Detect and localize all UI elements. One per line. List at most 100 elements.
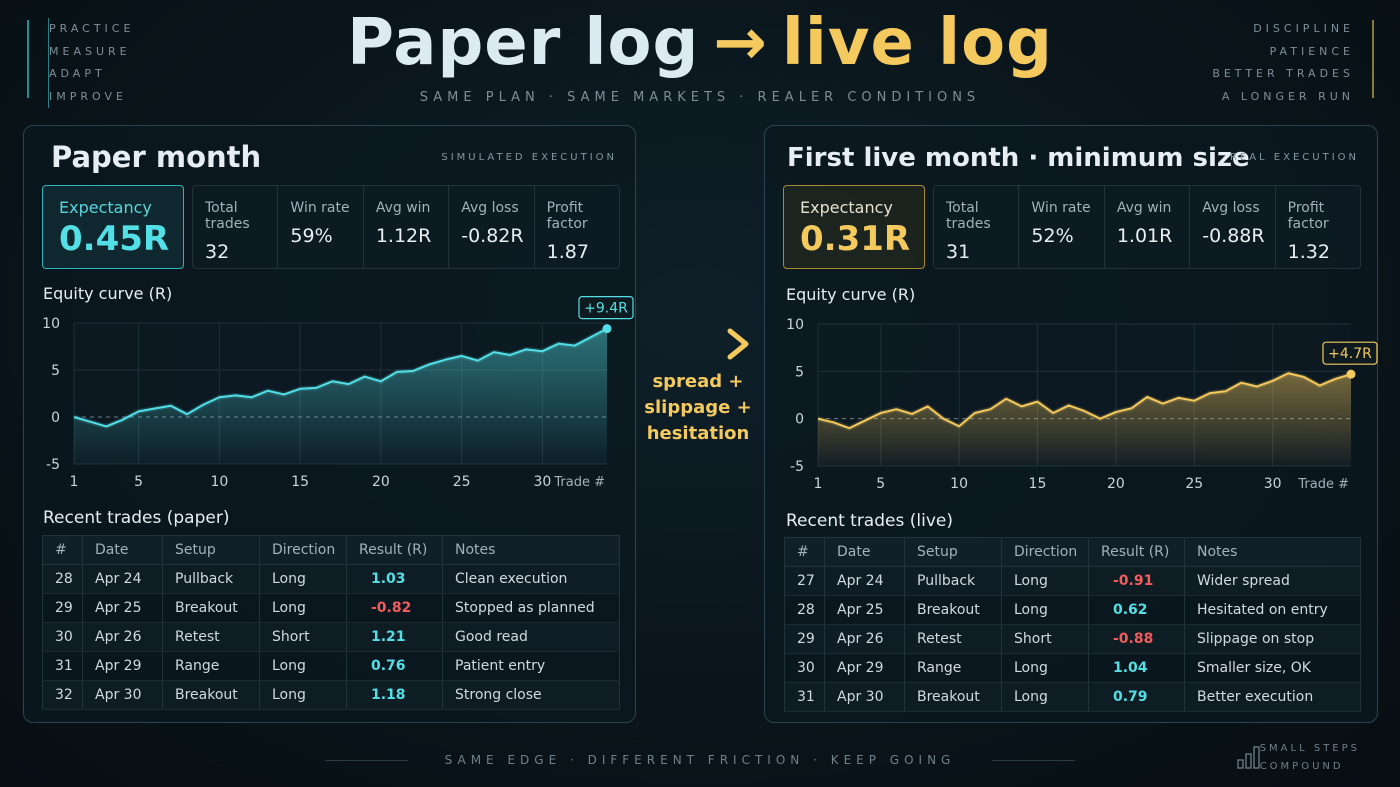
table-row: 32 Apr 30 Breakout Long 1.18 Strong clos… — [42, 680, 620, 710]
x-tick-label: 1 — [814, 476, 823, 492]
x-axis-label: Trade # — [1297, 477, 1349, 492]
table-row: 28 Apr 24 Pullback Long 1.03 Clean execu… — [42, 564, 620, 594]
equity-area — [818, 373, 1351, 466]
y-tick-label: 0 — [51, 410, 60, 426]
stat-profit-factor: Profit factor 1.87 — [535, 186, 619, 268]
cell-result: -0.82 — [346, 593, 443, 623]
stat-win-rate: Win rate 59% — [278, 186, 364, 268]
title-arrow-icon: → — [713, 6, 768, 80]
live-expectancy-card: Expectancy 0.31R — [783, 185, 925, 269]
friction-line: slippage + — [644, 397, 752, 418]
table-row: 30 Apr 26 Retest Short 1.21 Good read — [42, 622, 620, 652]
friction-line: hesitation — [646, 423, 750, 444]
column-header: Setup — [162, 535, 260, 565]
paper-stat-row: Total trades 32 Win rate 59% Avg win 1.12R … — [192, 185, 620, 269]
live-stats: Expectancy 0.31R Total trades 31 Win rate… — [783, 185, 1361, 269]
table-row: 27 Apr 24 Pullback Long -0.91 Wider spre… — [784, 566, 1361, 596]
cell-result: 1.18 — [346, 680, 443, 710]
cell-direction: Long — [259, 680, 347, 710]
column-header: # — [784, 537, 825, 567]
friction-arrow-icon — [650, 328, 749, 360]
column-header: Setup — [904, 537, 1002, 567]
cell-result: 1.03 — [346, 564, 443, 594]
paper-panel-tag: SIMULATED EXECUTION — [441, 152, 617, 163]
title-left: Paper log — [347, 6, 700, 80]
cell-result: -0.88 — [1088, 624, 1185, 654]
equity-end-point — [602, 324, 612, 334]
cell-number: 30 — [784, 653, 825, 683]
table-row: 28 Apr 25 Breakout Long 0.62 Hesitated o… — [784, 595, 1361, 625]
cell-result: 0.79 — [1088, 682, 1185, 712]
cell-direction: Long — [1001, 595, 1089, 625]
left-word: PRACTICE — [49, 22, 135, 35]
live-stat-row: Total trades 31 Win rate 52% Avg win 1.01R … — [933, 185, 1361, 269]
table-header-row: # Date Setup Direction Result (R) Notes — [42, 535, 620, 565]
y-tick-label: 10 — [786, 317, 804, 333]
cell-direction: Long — [1001, 566, 1089, 596]
column-header: # — [42, 535, 83, 565]
cell-number: 31 — [784, 682, 825, 712]
y-tick-label: 0 — [795, 412, 804, 428]
cell-notes: Strong close — [442, 680, 620, 710]
stat-value: 31 — [946, 241, 971, 263]
x-tick-label: 10 — [210, 474, 228, 490]
y-tick-label: -5 — [46, 457, 60, 473]
cell-notes: Patient entry — [442, 651, 620, 681]
cell-setup: Breakout — [904, 682, 1002, 712]
equity-line — [73, 327, 608, 428]
table-row: 29 Apr 25 Breakout Long -0.82 Stopped as… — [42, 593, 620, 623]
left-word: MEASURE — [49, 44, 131, 58]
cell-date: Apr 26 — [82, 622, 163, 652]
column-header: Result (R) — [346, 535, 443, 565]
stat-value: 1.87 — [546, 241, 589, 263]
x-tick-label: 15 — [1029, 476, 1047, 492]
header-right-words: DISCIPLINE PATIENCE BETTER TRADES A LONG… — [1212, 18, 1374, 108]
cell-date: Apr 30 — [824, 682, 905, 712]
x-axis-label: Trade # — [553, 475, 605, 490]
cell-setup: Pullback — [904, 566, 1002, 596]
live-equity-label: Equity curve (R) — [786, 285, 916, 304]
x-tick-label: 5 — [134, 474, 143, 490]
paper-equity-label: Equity curve (R) — [43, 284, 173, 303]
stat-label: Total trades — [946, 200, 991, 232]
cell-number: 27 — [784, 566, 825, 596]
cell-number: 29 — [42, 593, 83, 623]
cell-date: Apr 25 — [82, 593, 163, 623]
bar-chart-icon — [1237, 746, 1260, 769]
cell-setup: Retest — [904, 624, 1002, 654]
stat-avg-loss: Avg loss -0.82R — [449, 186, 535, 268]
x-tick-label: 25 — [453, 474, 471, 490]
stat-value: 1.12R — [375, 225, 432, 247]
stat-label: Avg win — [375, 200, 431, 216]
cell-notes: Smaller size, OK — [1184, 653, 1361, 683]
stat-value: -0.82R — [461, 225, 524, 247]
stat-label: Win rate — [290, 200, 350, 216]
small-steps-line: COMPOUND — [1259, 761, 1344, 772]
cell-result: 1.04 — [1088, 653, 1185, 683]
friction-text: spread + slippage + hesitation — [640, 369, 756, 447]
cell-direction: Long — [259, 564, 347, 594]
x-tick-label: 30 — [1264, 476, 1282, 492]
equity-end-point — [1346, 369, 1356, 379]
cell-notes: Hesitated on entry — [1184, 595, 1361, 625]
page-title: Paper log → live log — [0, 6, 1400, 80]
table-row: 31 Apr 29 Range Long 0.76 Patient entry — [42, 651, 620, 681]
page-subtitle: SAME PLAN · SAME MARKETS · REALER CONDIT… — [419, 90, 981, 105]
stat-label: Win rate — [1031, 200, 1091, 216]
table-row: 30 Apr 29 Range Long 1.04 Smaller size, … — [784, 653, 1361, 683]
small-steps-line: SMALL STEPS — [1259, 743, 1360, 754]
cell-date: Apr 24 — [824, 566, 905, 596]
cell-result: -0.91 — [1088, 566, 1185, 596]
stat-value: -0.88R — [1202, 225, 1265, 247]
title-right: live log — [781, 6, 1053, 80]
x-tick-label: 5 — [876, 476, 885, 492]
cell-date: Apr 26 — [824, 624, 905, 654]
stat-label: Total trades — [205, 200, 250, 232]
stat-label: Profit factor — [546, 200, 588, 232]
cell-setup: Breakout — [162, 680, 260, 710]
small-steps-text: SMALL STEPS COMPOUND — [1260, 740, 1360, 776]
cell-number: 28 — [42, 564, 83, 594]
cell-date: Apr 29 — [824, 653, 905, 683]
stat-total-trades: Total trades 32 — [193, 186, 279, 268]
